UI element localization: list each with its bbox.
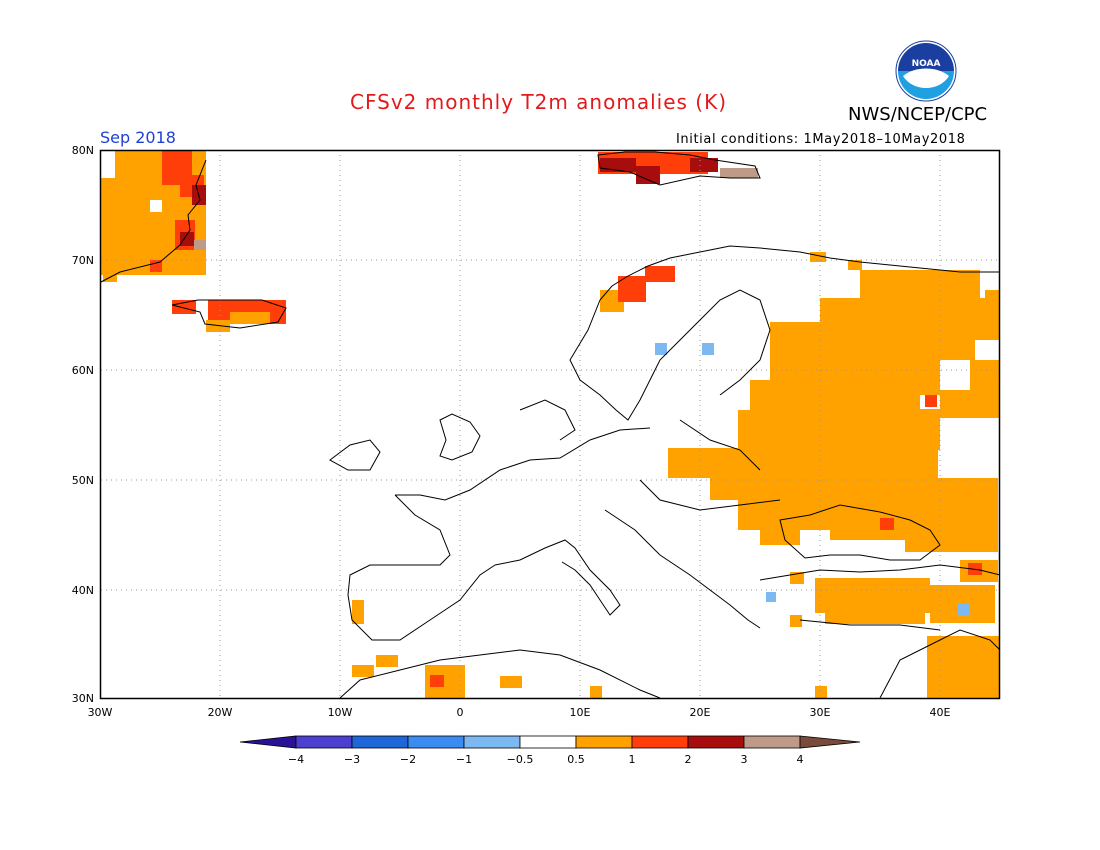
lat-label: 80N	[72, 144, 94, 157]
anomaly-cell	[150, 200, 162, 212]
lon-label: 20E	[690, 706, 711, 719]
lon-label: 10W	[328, 706, 353, 719]
colorbar-label: −3	[344, 753, 360, 766]
anomaly-cell	[815, 686, 827, 698]
logo-text: NOAA	[912, 59, 941, 69]
anomaly-cell	[230, 312, 270, 324]
lon-label: 20W	[208, 706, 233, 719]
anomaly-cell	[710, 478, 998, 500]
anomaly-cell	[600, 158, 636, 172]
anomaly-cell	[738, 410, 940, 450]
anomaly-cell	[770, 322, 820, 382]
anomaly-cells	[101, 150, 1000, 698]
anomaly-cell	[880, 518, 894, 530]
colorbar-segment	[351, 735, 409, 749]
colorbar-segment	[631, 735, 689, 749]
anomaly-cell	[590, 686, 602, 698]
lon-label: 10E	[570, 706, 591, 719]
colorbar-label: 1	[629, 753, 636, 766]
colorbar	[239, 735, 861, 749]
colorbar-segment	[463, 735, 521, 749]
anomaly-cell	[940, 360, 970, 390]
anomaly-cell	[618, 276, 646, 302]
anomaly-cell	[810, 252, 826, 262]
colorbar-label: 4	[797, 753, 804, 766]
colorbar-label: −4	[288, 753, 304, 766]
coastlines	[100, 151, 1001, 699]
anomaly-cell	[194, 240, 206, 250]
anomaly-cell	[206, 320, 230, 332]
lon-label: 30W	[88, 706, 113, 719]
colorbar-segment	[687, 735, 745, 749]
colorbar-label: 2	[685, 753, 692, 766]
anomaly-cell	[720, 168, 758, 178]
anomaly-cell	[958, 603, 970, 615]
colorbar-segment	[295, 735, 353, 749]
lat-label: 70N	[72, 254, 94, 267]
chart-title: CFSv2 monthly T2m anomalies (K)	[350, 90, 727, 114]
axis-labels: 80N 70N 60N 50N 40N 30N 30W 20W 10W 0 10…	[72, 144, 951, 719]
colorbar-segment	[407, 735, 465, 749]
anomaly-cell	[636, 166, 660, 184]
colorbar-segment	[239, 735, 297, 749]
colorbar-label: −2	[400, 753, 416, 766]
colorbar-segment	[575, 735, 633, 749]
anomaly-cell	[180, 232, 194, 246]
lon-label: 40E	[930, 706, 951, 719]
anomaly-cell	[905, 530, 998, 552]
map-frame	[99, 149, 1001, 700]
anomaly-cell	[985, 290, 999, 302]
anomaly-cell	[352, 665, 374, 677]
anomaly-cell	[975, 340, 999, 360]
anomaly-cell	[101, 150, 115, 178]
noaa-logo-icon: NOAA	[895, 40, 957, 102]
anomaly-cell	[970, 425, 998, 445]
anomaly-cell	[430, 675, 444, 687]
anomaly-cell	[825, 610, 925, 624]
lat-label: 50N	[72, 474, 94, 487]
anomaly-cell	[150, 260, 162, 272]
anomaly-cell	[668, 448, 938, 478]
agency-label: NWS/NCEP/CPC	[848, 104, 988, 125]
lat-label: 40N	[72, 584, 94, 597]
anomaly-cell	[172, 300, 196, 314]
anomaly-cell	[848, 260, 862, 270]
lat-label: 30N	[72, 692, 94, 705]
colorbar-label: 3	[741, 753, 748, 766]
anomaly-cell	[927, 636, 999, 698]
anomaly-cell	[766, 592, 776, 602]
lon-label: 0	[457, 706, 464, 719]
anomaly-cell	[860, 270, 980, 300]
initial-conditions: Initial conditions: 1May2018–10May2018	[676, 132, 966, 147]
colorbar-segment	[799, 735, 861, 749]
colorbar-segment	[519, 735, 577, 749]
colorbar-label: 0.5	[567, 753, 585, 766]
anomaly-cell	[645, 266, 675, 282]
lon-label: 30E	[810, 706, 831, 719]
colorbar-label: −0.5	[507, 753, 534, 766]
anomaly-cell	[690, 158, 718, 172]
forecast-month: Sep 2018	[100, 128, 176, 147]
anomaly-cell	[815, 578, 930, 613]
colorbar-labels: −4 −3 −2 −1 −0.5 0.5 1 2 3 4	[288, 753, 804, 766]
anomaly-cell	[655, 343, 667, 355]
anomaly-cell	[702, 343, 714, 355]
anomaly-cell	[376, 655, 398, 667]
lat-label: 60N	[72, 364, 94, 377]
anomaly-cell	[790, 572, 804, 584]
anomaly-cell	[830, 520, 910, 540]
anomaly-cell	[790, 615, 802, 627]
anomaly-cell	[352, 600, 364, 624]
anomaly-cell	[760, 525, 800, 545]
colorbar-label: −1	[456, 753, 472, 766]
anomaly-cell	[925, 395, 937, 407]
colorbar-segment	[743, 735, 801, 749]
anomaly-cell	[500, 676, 522, 688]
